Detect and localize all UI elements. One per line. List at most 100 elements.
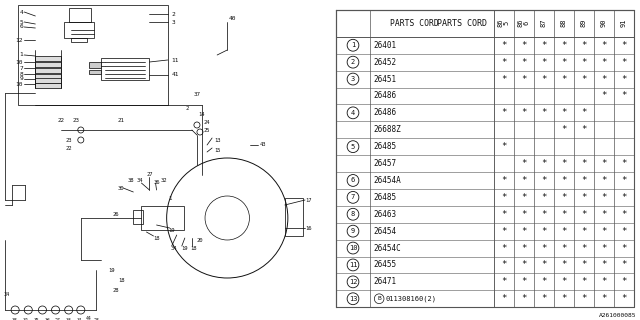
Text: *: *	[541, 58, 547, 67]
Text: *: *	[581, 125, 586, 134]
Text: 26451: 26451	[374, 75, 397, 84]
Text: 4: 4	[351, 110, 355, 116]
Text: 36: 36	[45, 317, 51, 320]
Text: *: *	[621, 75, 627, 84]
Text: *: *	[501, 260, 506, 269]
Text: 22: 22	[65, 146, 72, 150]
Text: 23: 23	[65, 138, 72, 142]
Text: *: *	[621, 92, 627, 100]
Text: *: *	[501, 277, 506, 286]
Text: 1: 1	[351, 42, 355, 48]
Text: *: *	[521, 58, 526, 67]
Text: 22: 22	[57, 117, 64, 123]
Text: 25: 25	[204, 127, 211, 132]
Bar	[89, 62, 101, 68]
Text: 37: 37	[193, 92, 200, 98]
Text: *: *	[561, 108, 566, 117]
Text: 18: 18	[154, 236, 160, 241]
Text: 38: 38	[128, 178, 134, 182]
Text: 9: 9	[351, 228, 355, 234]
Text: *: *	[581, 58, 586, 67]
Text: *: *	[561, 176, 566, 185]
Text: *: *	[601, 58, 606, 67]
Text: *: *	[501, 41, 506, 50]
Text: 12: 12	[349, 279, 357, 285]
Text: 28: 28	[113, 287, 120, 292]
Text: 15: 15	[214, 148, 220, 153]
Text: *: *	[621, 277, 627, 286]
Text: *: *	[621, 58, 627, 67]
Text: *: *	[521, 193, 526, 202]
Text: 2: 2	[351, 59, 355, 65]
Text: 6: 6	[351, 178, 355, 183]
Bar	[35, 78, 61, 83]
Text: *: *	[561, 75, 566, 84]
Text: 87: 87	[541, 19, 547, 28]
Text: 88: 88	[561, 19, 566, 28]
Text: *: *	[541, 277, 547, 286]
Text: *: *	[561, 58, 566, 67]
Text: *: *	[521, 227, 526, 236]
Text: *: *	[561, 277, 566, 286]
Text: *: *	[581, 294, 586, 303]
Text: 86
6: 86 6	[518, 19, 530, 28]
Bar	[133, 210, 143, 224]
Text: 26463: 26463	[374, 210, 397, 219]
Text: *: *	[601, 227, 606, 236]
Text: 5: 5	[351, 144, 355, 150]
Text: *: *	[561, 244, 566, 252]
Text: *: *	[621, 176, 627, 185]
Text: *: *	[501, 108, 506, 117]
Text: 20: 20	[196, 237, 204, 243]
Text: 44: 44	[86, 316, 92, 320]
Text: *: *	[601, 260, 606, 269]
Text: 26401: 26401	[374, 41, 397, 50]
Text: *: *	[601, 210, 606, 219]
Text: 32: 32	[161, 178, 167, 182]
Text: *: *	[561, 159, 566, 168]
Text: *: *	[621, 41, 627, 50]
Text: *: *	[521, 41, 526, 50]
Text: *: *	[501, 176, 506, 185]
Text: 16: 16	[305, 226, 311, 230]
Text: 26455: 26455	[374, 260, 397, 269]
Bar	[35, 68, 61, 73]
Text: 2: 2	[185, 106, 188, 110]
Text: *: *	[581, 277, 586, 286]
Text: 7: 7	[19, 66, 23, 70]
Text: *: *	[581, 159, 586, 168]
Bar	[89, 70, 101, 74]
Text: *: *	[501, 210, 506, 219]
Text: *: *	[561, 193, 566, 202]
Text: *: *	[541, 244, 547, 252]
Text: 19: 19	[168, 228, 175, 233]
Text: 89: 89	[580, 19, 587, 28]
Text: 38: 38	[12, 317, 17, 320]
Text: *: *	[521, 108, 526, 117]
Bar	[18, 5, 168, 105]
Text: 27: 27	[54, 317, 60, 320]
Text: 34: 34	[4, 292, 10, 298]
Text: 19: 19	[108, 268, 115, 273]
Text: *: *	[501, 58, 506, 67]
Bar	[63, 22, 94, 38]
Text: 26688Z: 26688Z	[374, 125, 402, 134]
Text: *: *	[501, 142, 506, 151]
Text: *: *	[521, 176, 526, 185]
Text: *: *	[581, 260, 586, 269]
Text: 14: 14	[199, 113, 205, 117]
Text: 91: 91	[621, 19, 627, 28]
Text: 32: 32	[22, 317, 28, 320]
Text: *: *	[581, 41, 586, 50]
Text: 31: 31	[77, 317, 83, 320]
Text: *: *	[561, 125, 566, 134]
Text: 41: 41	[172, 73, 179, 77]
Text: *: *	[541, 210, 547, 219]
Text: *: *	[581, 176, 586, 185]
Text: *: *	[541, 193, 547, 202]
Text: 23: 23	[72, 117, 79, 123]
Text: 1: 1	[168, 196, 172, 201]
Text: *: *	[561, 260, 566, 269]
Bar	[35, 83, 61, 88]
Text: *: *	[621, 193, 627, 202]
